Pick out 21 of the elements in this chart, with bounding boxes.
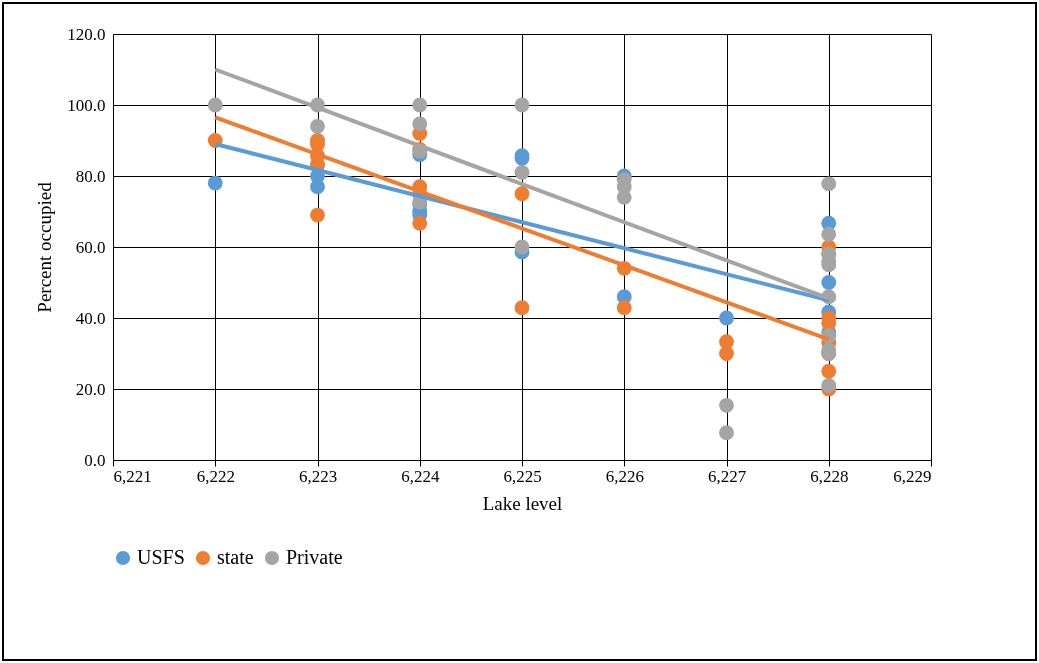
x-tick-label: 6,224 — [401, 466, 440, 486]
y-tick-label: 100.0 — [67, 95, 106, 115]
y-tick-label: 60.0 — [75, 237, 106, 257]
y-axis-title: Percent occupied — [34, 181, 56, 313]
x-tick-label: 6,221 — [113, 466, 152, 486]
x-tick-label: 6,225 — [503, 466, 542, 486]
legend-label: Private — [286, 546, 343, 568]
y-tick-label: 0.0 — [84, 450, 106, 470]
y-tick-label: 40.0 — [75, 308, 106, 328]
y-tick-label: 80.0 — [75, 166, 106, 186]
y-tick-label: 120.0 — [67, 24, 106, 44]
x-axis-title: Lake level — [482, 492, 563, 514]
legend-label: state — [217, 546, 254, 568]
x-tick-label: 6,229 — [893, 466, 932, 486]
x-tick-label: 6,228 — [810, 466, 849, 486]
legend-label: USFS — [137, 546, 185, 568]
x-tick-label: 6,227 — [707, 466, 747, 486]
x-tick-label: 6,223 — [298, 466, 338, 486]
x-tick-label: 6,222 — [196, 466, 235, 486]
y-tick-label: 20.0 — [75, 379, 106, 399]
x-tick-label: 6,226 — [605, 466, 644, 486]
